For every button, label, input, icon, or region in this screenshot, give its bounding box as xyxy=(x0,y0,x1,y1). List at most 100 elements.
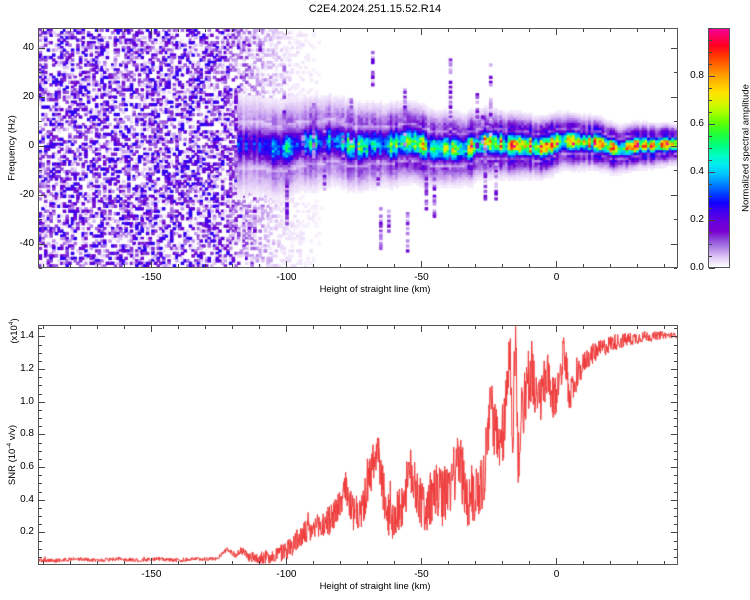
axis-tick xyxy=(664,326,666,329)
axis-tick xyxy=(674,268,677,269)
axis-tick xyxy=(529,29,531,32)
axis-tick xyxy=(286,558,288,564)
axis-tick xyxy=(671,336,677,338)
axis-tick xyxy=(421,261,423,267)
axis-tick xyxy=(124,561,126,564)
axis-tick xyxy=(709,148,712,149)
axis-tick xyxy=(421,558,423,564)
axis-tick xyxy=(556,558,558,564)
snr-y-tick-label: 1.2 xyxy=(20,363,34,375)
axis-tick xyxy=(674,360,677,362)
axis-tick xyxy=(39,418,42,420)
axis-tick xyxy=(151,326,153,332)
axis-tick xyxy=(610,264,612,267)
axis-tick xyxy=(610,326,612,329)
axis-tick xyxy=(610,561,612,564)
page-title: C2E4.2024.251.15.52.R14 xyxy=(308,3,442,15)
snr-y-tick-label: 0.8 xyxy=(20,428,34,440)
axis-tick xyxy=(39,385,42,387)
snr-canvas xyxy=(39,326,677,564)
axis-tick xyxy=(39,483,42,485)
snr-plot xyxy=(38,325,678,565)
axis-tick xyxy=(637,561,639,564)
axis-tick xyxy=(151,558,153,564)
axis-tick xyxy=(39,377,42,379)
axis-tick xyxy=(39,121,42,123)
axis-tick xyxy=(709,256,712,257)
axis-tick xyxy=(529,264,531,267)
axis-tick xyxy=(70,326,72,329)
spectrogram-x-tick-label: 0 xyxy=(553,272,560,283)
axis-tick xyxy=(39,393,42,395)
axis-tick xyxy=(259,561,261,564)
spectrogram-x-tick-label: -100 xyxy=(276,272,297,283)
axis-tick xyxy=(583,29,585,32)
axis-tick xyxy=(178,326,180,329)
axis-tick xyxy=(39,434,45,436)
snr-x-tick-label: -150 xyxy=(141,569,162,580)
axis-tick xyxy=(286,29,288,35)
spectrogram-y-tick-label: -40 xyxy=(19,237,34,249)
axis-tick xyxy=(39,532,45,534)
axis-tick xyxy=(205,326,207,329)
axis-tick xyxy=(709,76,715,77)
axis-tick xyxy=(232,264,234,267)
axis-tick xyxy=(39,516,42,518)
axis-tick xyxy=(43,29,45,32)
axis-tick xyxy=(671,499,677,501)
axis-tick xyxy=(674,352,677,354)
snr-y-tick-label: 1.0 xyxy=(20,395,34,407)
axis-tick xyxy=(671,96,677,98)
snr-y-axis-label: SNR (10-4 v/v) xyxy=(5,424,19,486)
axis-tick xyxy=(709,28,712,29)
axis-tick xyxy=(39,507,42,509)
axis-tick xyxy=(664,29,666,32)
colorbar-tick-label: 0.0 xyxy=(690,262,704,273)
axis-tick xyxy=(529,326,531,329)
snr-y-tick-label: 0.2 xyxy=(20,526,34,538)
axis-tick xyxy=(70,264,72,267)
axis-tick xyxy=(39,369,45,371)
axis-tick xyxy=(674,442,677,444)
axis-tick xyxy=(232,29,234,32)
axis-tick xyxy=(39,344,42,346)
axis-tick xyxy=(259,264,261,267)
axis-tick xyxy=(124,326,126,329)
axis-tick xyxy=(475,264,477,267)
axis-tick xyxy=(39,524,42,526)
axis-tick xyxy=(259,326,261,329)
axis-tick xyxy=(39,442,42,444)
snr-x-tick-label: 0 xyxy=(553,569,560,580)
axis-tick xyxy=(39,170,42,172)
snr-y-tick-label: 0.4 xyxy=(20,493,34,505)
snr-y-tick-label: 1.4 xyxy=(20,330,34,342)
axis-tick xyxy=(671,401,677,403)
axis-tick xyxy=(674,170,677,172)
axis-tick xyxy=(70,561,72,564)
axis-tick xyxy=(709,112,712,113)
axis-tick xyxy=(637,326,639,329)
axis-tick xyxy=(448,326,450,329)
axis-tick xyxy=(709,184,712,185)
axis-tick xyxy=(205,29,207,32)
snr-x-axis-label: Height of straight line (km) xyxy=(319,581,431,592)
axis-tick xyxy=(39,352,42,354)
axis-tick xyxy=(448,561,450,564)
axis-tick xyxy=(671,194,677,196)
axis-tick xyxy=(709,244,712,245)
axis-tick xyxy=(674,516,677,518)
colorbar xyxy=(708,28,730,268)
axis-tick xyxy=(674,507,677,509)
axis-tick xyxy=(674,72,677,74)
axis-tick xyxy=(43,326,45,329)
axis-tick xyxy=(674,328,677,330)
axis-tick xyxy=(674,483,677,485)
axis-tick xyxy=(448,29,450,32)
axis-tick xyxy=(43,264,45,267)
axis-tick xyxy=(97,264,99,267)
axis-tick xyxy=(39,336,45,338)
axis-tick xyxy=(556,29,558,35)
